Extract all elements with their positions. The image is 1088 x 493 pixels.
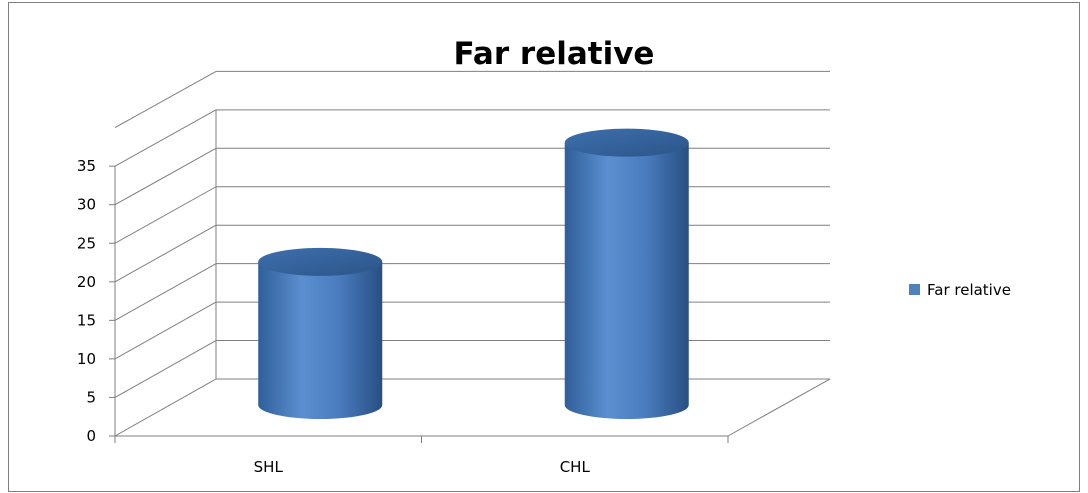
y-tick-label: 20 <box>77 273 96 291</box>
gridline-side <box>114 70 217 129</box>
chart-title: Far relative <box>454 36 655 72</box>
y-axis: 0 5 10 15 20 25 30 35 <box>77 157 116 445</box>
x-axis: SHL CHL <box>114 435 729 476</box>
bar-body <box>564 142 689 420</box>
gridline-side <box>114 224 217 283</box>
gridline-side <box>114 147 217 206</box>
bar-chl <box>564 128 689 420</box>
x-tick-label: SHL <box>254 458 284 476</box>
legend: Far relative <box>909 281 1011 299</box>
gridline-side <box>114 301 217 360</box>
y-tick-label: 0 <box>86 427 96 445</box>
gridline-side <box>114 109 217 167</box>
bars <box>258 128 689 420</box>
chart-frame <box>8 2 1080 492</box>
gridline-side <box>114 263 217 321</box>
legend-label: Far relative <box>927 281 1011 299</box>
bar-body <box>258 261 383 420</box>
bar-top <box>258 247 383 276</box>
gridline-side <box>114 340 217 398</box>
x-tick-label: CHL <box>560 458 591 476</box>
y-tick-label: 15 <box>77 311 96 329</box>
floor-left-edge <box>114 378 217 437</box>
bar-shl <box>258 247 383 420</box>
gridline-side <box>114 186 217 244</box>
y-tick-label: 25 <box>77 234 96 252</box>
gridlines <box>114 70 830 398</box>
y-tick-label: 35 <box>77 157 96 175</box>
floor-right-edge <box>727 378 831 437</box>
y-tick-label: 5 <box>86 388 96 406</box>
legend-swatch <box>909 284 920 295</box>
y-tick-label: 30 <box>77 196 96 214</box>
bar-top <box>564 128 689 157</box>
y-tick-label: 10 <box>77 350 96 368</box>
